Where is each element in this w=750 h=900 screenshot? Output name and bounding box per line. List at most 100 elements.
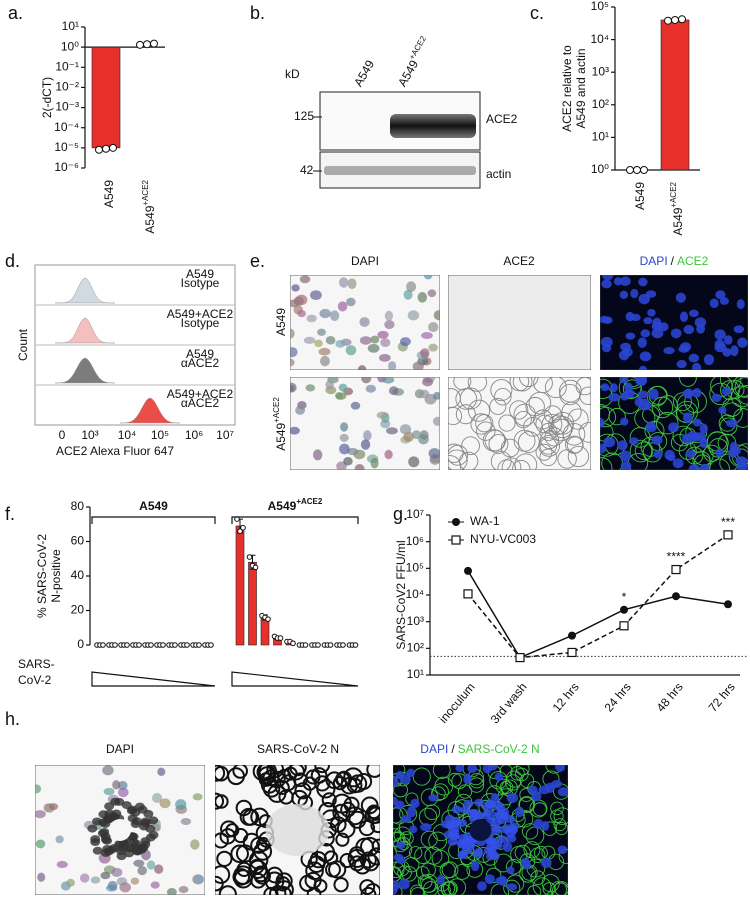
nucleus-cluster [463,799,474,808]
cell-outline [504,774,522,791]
nucleus [619,377,629,384]
cell-outline [522,823,539,840]
cell-outline [554,881,568,895]
row-label: αACE2 [181,396,220,410]
y-tick-label: 0 [77,637,84,651]
cell-outline [490,379,513,402]
panel-label: g. [393,504,408,524]
nucleus [339,433,349,442]
cell-outline [509,377,530,392]
cell-outline [506,874,525,893]
cell-outline [432,783,449,801]
nucleus [112,780,121,790]
data-point [664,16,672,25]
nucleus [312,449,323,461]
cell-outline [215,794,229,809]
nucleus [48,803,59,811]
header-sep: / [451,742,455,756]
nucleus [310,290,322,301]
nucleus [295,405,306,415]
cell-outline [455,388,478,410]
data-point [626,166,634,174]
column-header: DAPI [106,742,134,756]
nucleus-cluster [460,806,471,815]
nucleus [420,348,430,358]
series-line [467,534,729,659]
cell-outline [227,767,245,786]
nucleus [295,294,308,306]
row-label: αACE2 [181,356,220,370]
x-tick-label: 0 [59,428,66,442]
cell-outline [455,404,476,425]
data-point [160,642,166,648]
micrograph [448,275,591,370]
nucleus [290,384,295,392]
cell-outline [393,782,408,798]
nucleus-cluster [489,852,500,861]
cell-outline [305,769,321,785]
nucleus [715,290,726,300]
cell-outline [448,406,463,426]
marker [619,621,629,631]
nucleus-cluster [143,809,154,818]
nucleus [111,867,123,877]
nucleus [630,288,639,299]
nucleus [653,450,663,459]
cell-outline [248,850,269,870]
cell-outline [361,853,380,872]
y-tick-label: 60 [71,534,85,548]
x-tick-label: A549 [102,180,116,208]
nucleus [625,332,636,340]
data-point [340,642,346,648]
x-axis-label: CoV-2 [18,673,52,687]
nucleus [628,437,639,445]
nucleus [338,277,349,288]
nucleus [338,383,348,392]
nucleus [359,336,372,345]
nucleus [600,417,605,428]
nucleus [370,335,380,344]
cell-outline [618,377,642,400]
cell-outline [457,784,473,799]
cell-outline [414,846,432,864]
cell-outline [345,806,365,826]
y-tick-label: 10⁵ [406,561,424,575]
cell-outline [454,864,471,880]
cell-outline [366,804,380,820]
nucleus [422,377,434,387]
cell-outline [709,458,730,470]
x-tick-label: 24 hrs [602,680,634,715]
nucleus [56,860,68,869]
nucleus-cluster [449,831,460,840]
nucleus [102,765,114,776]
micrograph [600,377,748,470]
group-label: A549+ACE2 [268,497,323,513]
cell-outline [448,444,469,466]
nucleus [386,427,398,435]
cell-outline [533,377,553,394]
nucleus [624,382,633,393]
nucleus-cluster [131,817,142,826]
x-tick-label-text: A549 [671,207,685,235]
cell-outline [544,377,567,399]
nucleus [317,328,326,336]
marker [672,592,680,601]
nucleus [423,275,433,280]
nucleus [639,351,652,362]
nucleus [66,878,75,887]
data-point [150,39,158,48]
cell-outline [232,765,248,779]
nucleus-cluster [90,835,101,844]
nucleus [146,860,156,870]
marker [620,605,628,614]
nucleus [421,331,433,340]
nucleus [603,316,613,324]
nucleus [190,839,200,850]
nucleus [166,888,177,895]
y-tick-label: 10³ [407,614,424,628]
nucleus [619,417,629,426]
nucleus-cluster [115,847,126,856]
marker [464,566,472,575]
nucleus [399,424,412,435]
blot-panel: b. kD A549 A549+ACE2 125 ACE2 42 actin [250,3,518,189]
